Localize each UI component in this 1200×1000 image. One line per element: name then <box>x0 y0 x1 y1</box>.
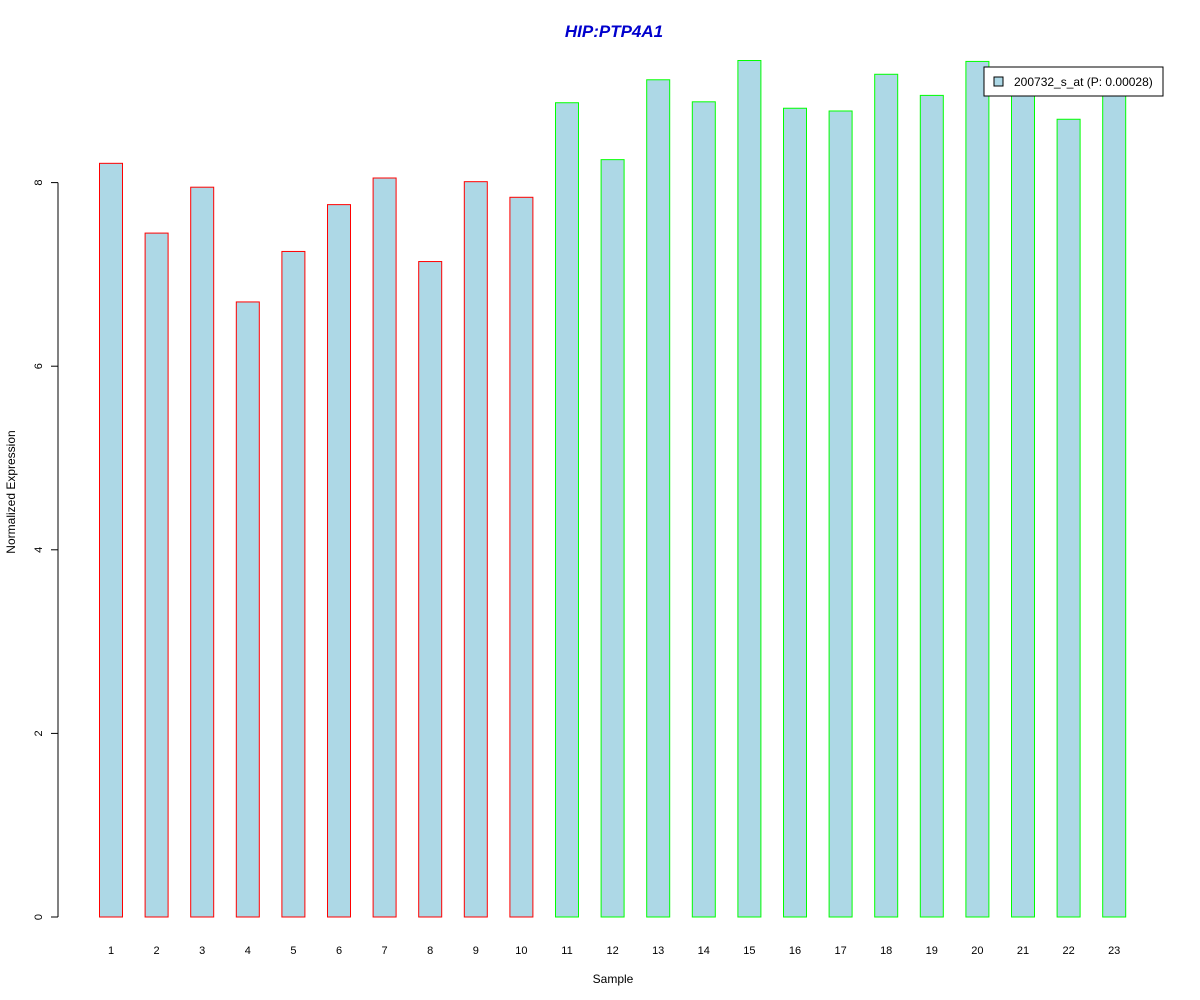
bar-sample-23 <box>1102 90 1127 918</box>
bar-sample-10 <box>509 196 534 918</box>
x-tick-label: 2 <box>154 945 160 957</box>
bar-sample-9 <box>463 181 488 918</box>
bar-sample-15 <box>737 60 762 918</box>
x-tick-label: 9 <box>473 945 479 957</box>
bar-sample-18 <box>874 73 899 918</box>
y-tick-label: 0 <box>33 914 45 920</box>
y-tick-label: 2 <box>33 730 45 736</box>
x-tick-label: 6 <box>336 945 342 957</box>
bar-sample-2 <box>144 232 169 918</box>
x-axis-label: Sample <box>593 972 634 986</box>
legend: 200732_s_at (P: 0.00028) <box>983 66 1164 97</box>
chart-title: HIP:PTP4A1 <box>565 22 663 41</box>
bar-sample-3 <box>190 186 215 918</box>
y-tick-label: 8 <box>33 180 45 186</box>
x-tick-label: 15 <box>743 945 755 957</box>
bar-sample-13 <box>646 79 671 918</box>
x-tick-label: 8 <box>427 945 433 957</box>
legend-swatch <box>993 76 1004 87</box>
bar-sample-17 <box>828 110 853 918</box>
bar-sample-19 <box>919 94 944 918</box>
x-tick-label: 5 <box>290 945 296 957</box>
x-tick-label: 13 <box>652 945 664 957</box>
x-tick-label: 19 <box>926 945 938 957</box>
bar-sample-7 <box>372 177 397 918</box>
x-tick-label: 3 <box>199 945 205 957</box>
x-tick-label: 21 <box>1017 945 1029 957</box>
x-tick-label: 12 <box>606 945 618 957</box>
bar-sample-20 <box>965 60 990 918</box>
x-tick-label: 16 <box>789 945 801 957</box>
x-tick-label: 17 <box>834 945 846 957</box>
bar-sample-12 <box>600 159 625 918</box>
legend-box <box>983 66 1164 97</box>
x-tick-label: 20 <box>971 945 983 957</box>
y-axis-label: Normalized Expression <box>4 430 18 553</box>
bar-sample-11 <box>555 102 579 918</box>
y-axis: 0 2 4 6 8 <box>33 180 59 920</box>
x-tick-label: 22 <box>1062 945 1074 957</box>
y-tick-label: 6 <box>33 363 45 369</box>
x-tick-label: 4 <box>245 945 251 957</box>
y-tick-label: 4 <box>33 547 45 553</box>
bar-sample-21 <box>1011 90 1035 918</box>
bars-group <box>99 60 1127 918</box>
x-tick-label: 23 <box>1108 945 1120 957</box>
bar-sample-16 <box>783 107 807 918</box>
bar-sample-6 <box>327 204 351 918</box>
x-tick-label: 18 <box>880 945 892 957</box>
x-tick-label: 1 <box>108 945 114 957</box>
x-tick-label: 7 <box>382 945 388 957</box>
legend-series-label: 200732_s_at (P: 0.00028) <box>1014 75 1153 89</box>
x-tick-label: 10 <box>515 945 527 957</box>
bar-sample-5 <box>281 250 306 918</box>
bar-sample-22 <box>1056 118 1081 918</box>
bar-sample-8 <box>418 261 443 918</box>
bar-sample-1 <box>99 162 123 918</box>
x-tick-label: 14 <box>698 945 710 957</box>
bar-sample-4 <box>235 301 260 918</box>
bar-sample-14 <box>691 101 716 918</box>
x-tick-labels: 1 2 3 4 5 6 7 8 9 10 11 12 13 14 15 16 17 18 19 20 21 22 23 <box>108 945 1120 957</box>
x-tick-label: 11 <box>561 945 572 957</box>
